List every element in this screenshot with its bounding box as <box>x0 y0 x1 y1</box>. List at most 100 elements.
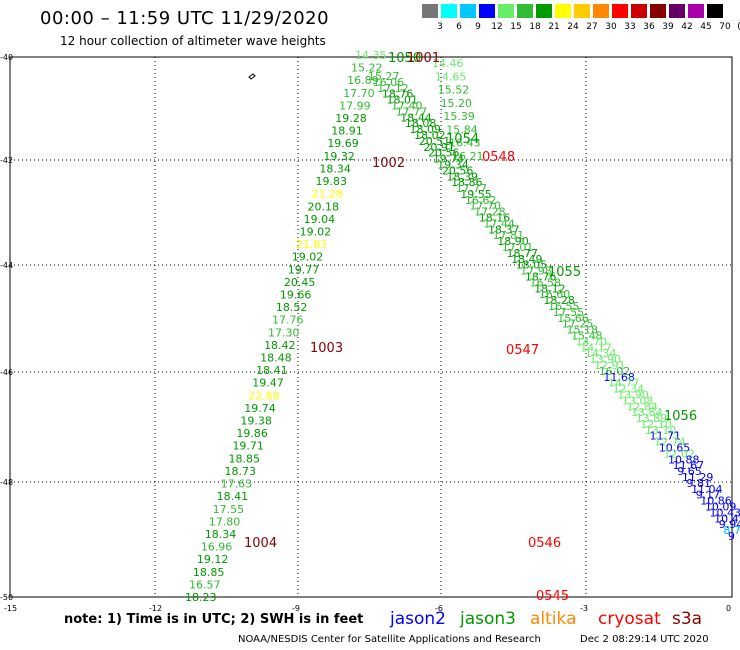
track-1002-point: 19.02 <box>292 251 324 264</box>
track-1001b-point: 16.62 <box>465 194 497 207</box>
track-1002-point: 18.34 <box>205 528 237 541</box>
track-1001b-point: 11.67 <box>673 459 705 472</box>
track-1001b-point: 19.74 <box>433 153 465 166</box>
lat-label: -40 <box>0 53 13 62</box>
track-1001b-point: 10.65 <box>659 442 691 455</box>
track-1001b-point: 12.74 <box>654 436 686 449</box>
track-1001b-point: 17.28 <box>474 206 506 219</box>
scale-swatch <box>688 4 704 18</box>
scale-level-label: 39 <box>662 22 674 32</box>
track-1001b-point: 17.81 <box>493 229 524 242</box>
track-1002-point: 17.99 <box>339 99 371 112</box>
track-1001b-point: 13.84 <box>631 406 663 419</box>
track-1001b-point: 16.58 <box>530 276 562 289</box>
track-1001b-point: 9.17 <box>696 489 721 502</box>
track-1001b-point: 14.77 <box>608 377 640 390</box>
track-1001b-point: 15.18 <box>566 324 598 337</box>
track-1002-point: 19.38 <box>240 415 271 428</box>
scale-level-label: 18 <box>529 22 541 32</box>
footnote: note: 1) Time is in UTC; 2) SWH is in fe… <box>64 612 364 627</box>
track-1001b-point: 12.84 <box>626 400 658 413</box>
track-1001b-point: 17.12 <box>377 82 409 95</box>
track-label-0548: 0548 <box>482 150 515 165</box>
track-1001b-point: 17.44 <box>483 217 515 230</box>
track-1001b-point: 20.56 <box>428 147 460 160</box>
track-1002-point: 18.41 <box>256 364 288 377</box>
track-1002-point: 19.32 <box>323 150 355 163</box>
track-1001b-point: 10.09 <box>705 501 737 514</box>
scale-level-label: 21 <box>548 22 560 32</box>
track-1001b-point: 13.90 <box>590 353 622 366</box>
track-1002-point: 17.80 <box>209 515 241 528</box>
scale-level-label: 12 <box>491 22 503 32</box>
lon-label: -15 <box>4 604 17 613</box>
track-1001b-point: 15.66 <box>557 312 589 325</box>
mission-s3a: s3a <box>672 609 703 629</box>
track-1002-point: 18.85 <box>193 566 225 579</box>
track-1001b-point: 13.08 <box>622 394 654 407</box>
map-frame <box>9 56 733 598</box>
scale-level-label: 3 <box>437 22 443 32</box>
track-1002-point: 21.83 <box>296 238 328 251</box>
track-1002-point: 18.48 <box>260 352 292 365</box>
track-1002-point: 14.35 <box>355 49 387 62</box>
track-1002-point: 19.83 <box>315 175 347 188</box>
track-1001b-point: 12.02 <box>663 447 695 460</box>
track-1002-point: 18.52 <box>276 301 308 314</box>
track-1002-point: 20.18 <box>308 200 340 213</box>
track-1001b-point: 18.12 <box>534 282 566 295</box>
scale-level-label: 24 <box>567 22 579 32</box>
island-shape <box>248 73 256 80</box>
map-title: 00:00 – 11:59 UTC 11/29/2020 <box>40 8 330 29</box>
scale-unit: (ft) <box>732 22 740 32</box>
track-label-0545: 0545 <box>536 589 569 604</box>
track-1002-point: 19.28 <box>335 112 367 125</box>
track-1001b-point: 17.77 <box>396 105 428 118</box>
track-label-1055: 1055 <box>548 265 581 280</box>
scale-level-label: 15 <box>510 22 522 32</box>
track-1001b-point: 17.01 <box>502 241 534 254</box>
scale-swatch <box>631 4 647 18</box>
track-label-1003: 1003 <box>310 341 343 356</box>
track-1001b-point: 18.76 <box>525 271 557 284</box>
track-1002-point: 17.63 <box>221 478 253 491</box>
track-1001b-point: 10.86 <box>700 495 732 508</box>
scale-swatch <box>612 4 628 18</box>
track-label-1056: 1056 <box>664 409 697 424</box>
track-label-1001: 1001 <box>407 51 440 66</box>
track-1002-point: 21.28 <box>312 188 344 201</box>
track-1002-point: 19.77 <box>288 263 320 276</box>
track-1001b-point: 18.90 <box>497 235 529 248</box>
scale-swatch <box>517 4 533 18</box>
track-1001b-point: 9 <box>728 530 735 543</box>
track-1001b-point: 19.34 <box>437 158 469 171</box>
track-1002-point: 17.55 <box>213 503 245 516</box>
scale-swatch <box>479 4 495 18</box>
track-1001b-point: 18.37 <box>488 223 520 236</box>
track-1001b-point: 18.39 <box>446 170 478 183</box>
lon-label: -9 <box>292 604 300 613</box>
track-1001b-point: 20.51 <box>419 135 451 148</box>
lon-label: 0 <box>726 604 731 613</box>
track-1002-point: 17.76 <box>272 314 304 327</box>
track-1001b-point: 13.10 <box>645 424 677 437</box>
scale-level-label: 9 <box>475 22 481 32</box>
track-1002-point: 18.73 <box>225 465 257 478</box>
track-1002-point: 17.30 <box>268 326 300 339</box>
track-1001b-point: 17.77 <box>456 182 488 195</box>
track-1002-point: 19.12 <box>197 553 229 566</box>
scale-swatch <box>441 4 457 18</box>
scale-swatch <box>498 4 514 18</box>
mission-altika: altika <box>530 609 577 629</box>
track-1002-point: 16.89 <box>347 74 379 87</box>
track-1001b-point: 20.56 <box>442 164 474 177</box>
track-1001b-point: 11.29 <box>682 471 714 484</box>
track-1001-point: 16.43 <box>449 137 481 150</box>
scale-level-label: 30 <box>605 22 617 32</box>
track-1001b-point: 11.04 <box>691 483 723 496</box>
track-label-1002: 1002 <box>372 156 405 171</box>
track-1002-point: 19.66 <box>280 288 312 301</box>
track-1001-point: 14.46 <box>432 57 464 70</box>
track-1002-point: 15.22 <box>351 62 383 75</box>
track-1001b-point: 11.68 <box>603 371 635 384</box>
